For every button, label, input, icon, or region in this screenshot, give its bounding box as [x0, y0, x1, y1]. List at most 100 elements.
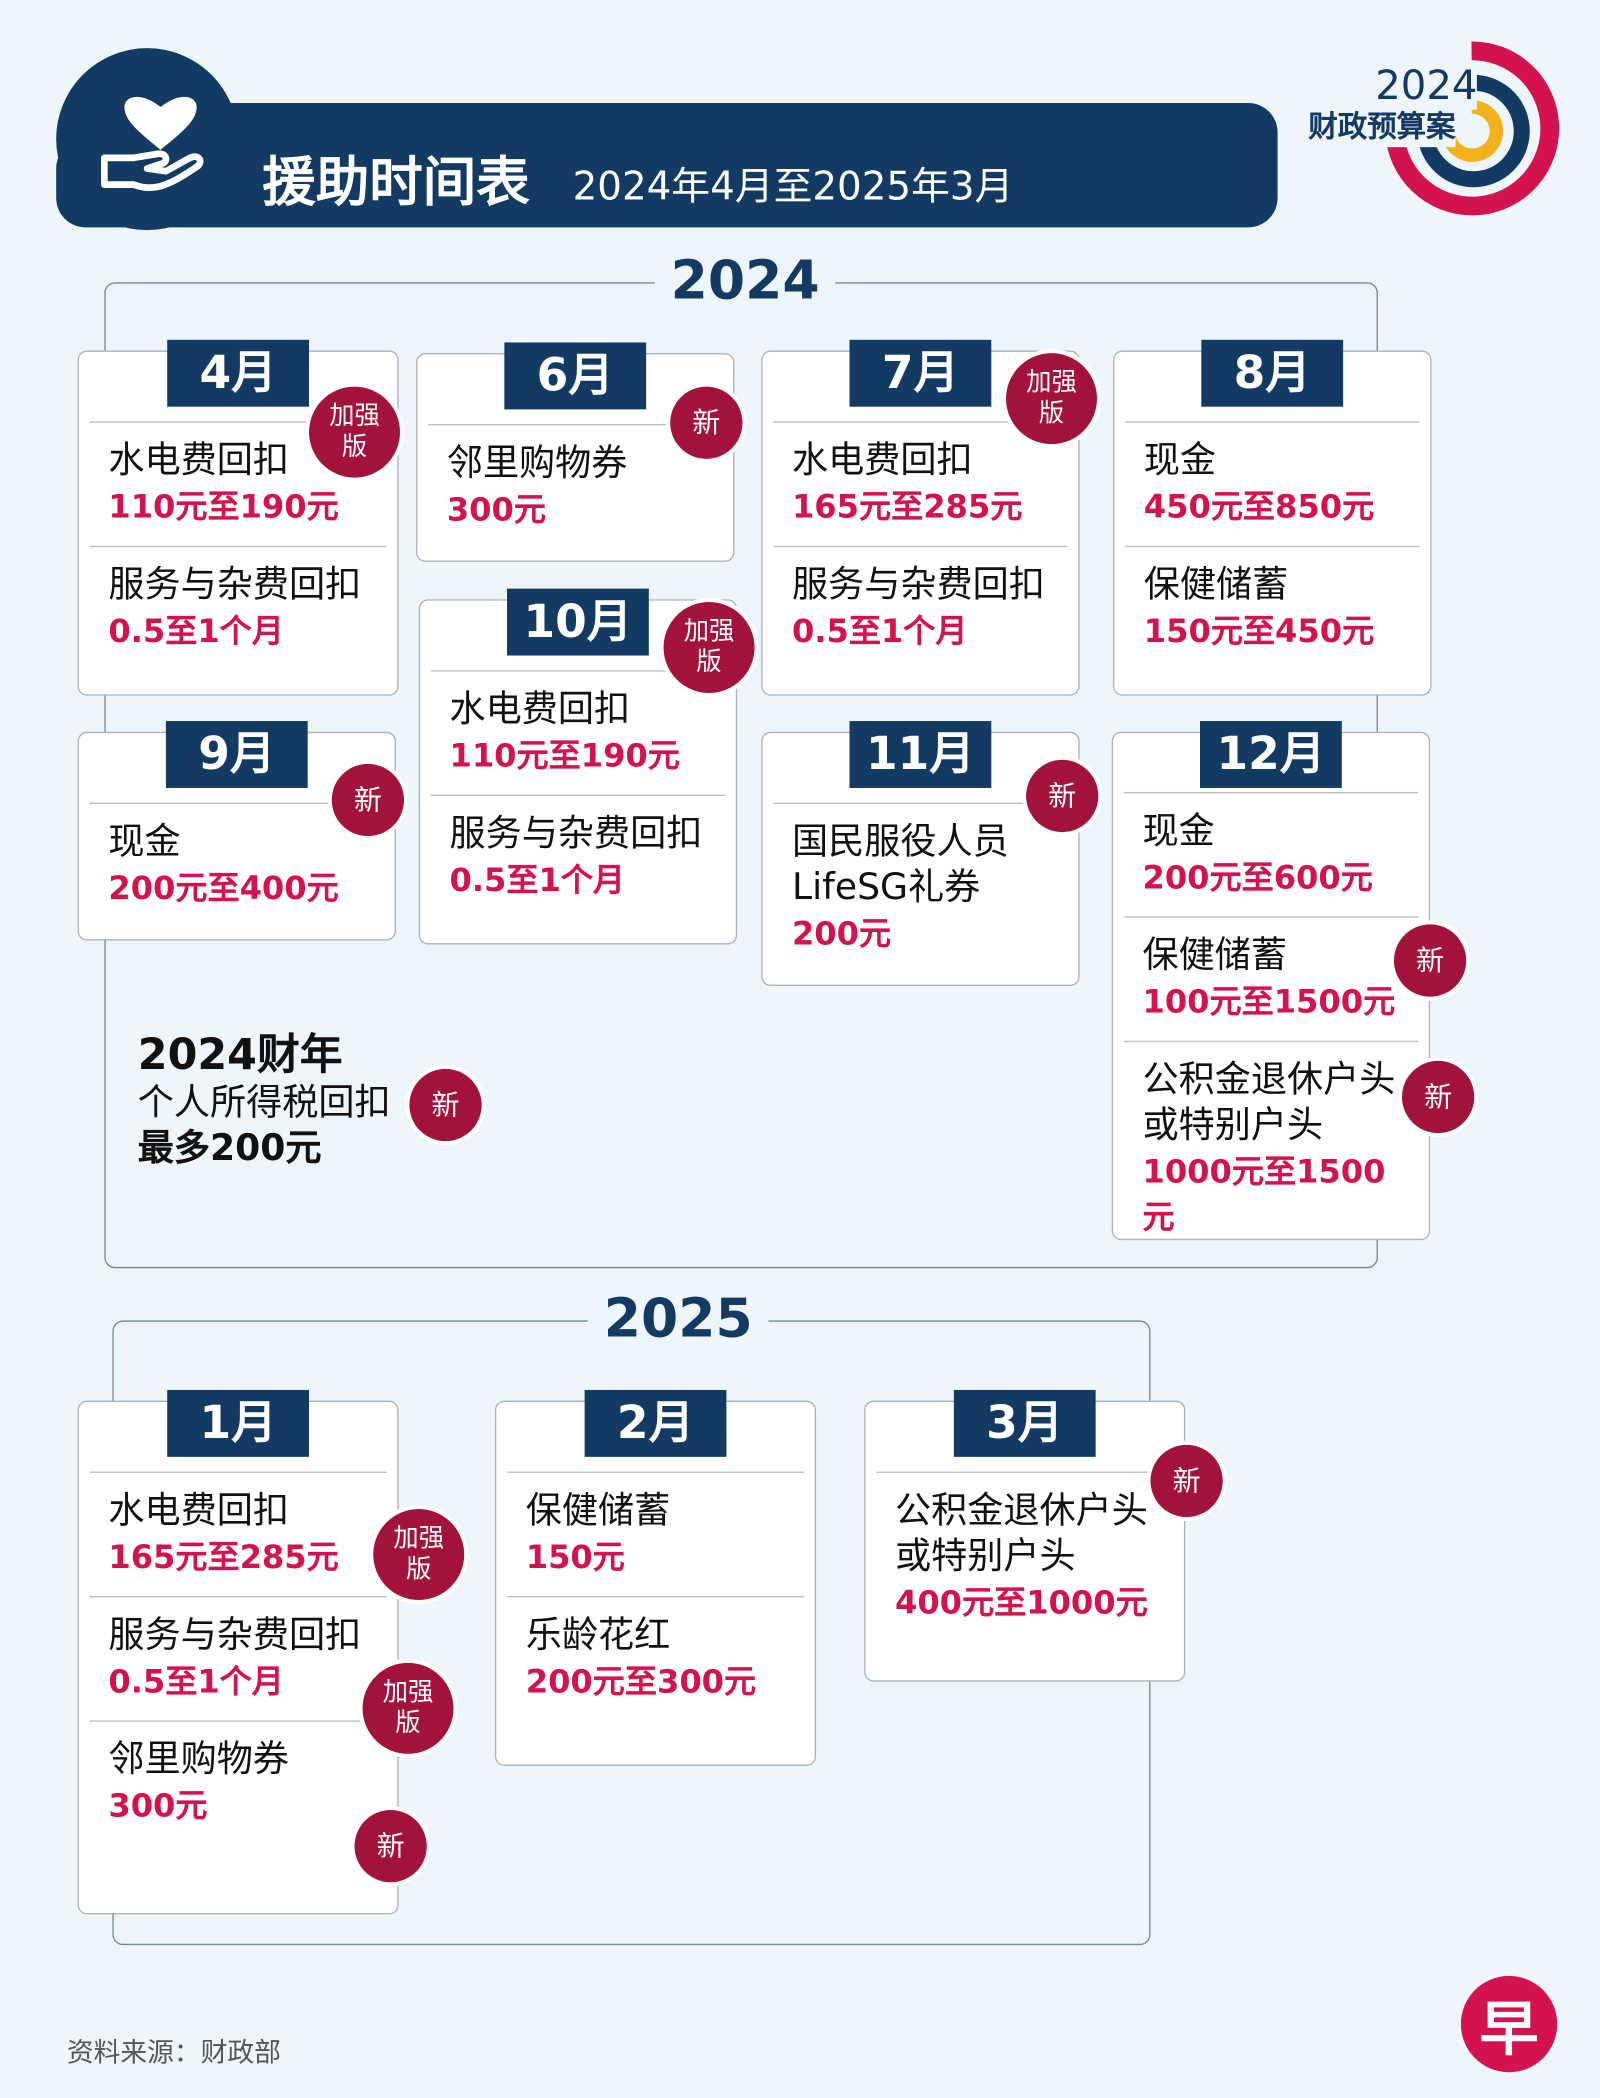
benefit-amount: 200元至300元 [525, 1662, 757, 1701]
benefit-amount: 450元至850元 [1143, 488, 1375, 526]
benefit-name: 服务与杂费回扣 [108, 1614, 362, 1657]
benefit-amount: 150元至450元 [1143, 612, 1375, 651]
badge: 新 [409, 1068, 482, 1142]
month-tab: 7月 [849, 339, 992, 407]
benefit-item: 公积金退休户头或特别户头 400元至1000元 [876, 1471, 1174, 1642]
benefit-item: 保健储蓄 150元 [507, 1471, 805, 1596]
benefit-item: 现金 450元至850元 [1125, 421, 1420, 545]
badge-text: 新 [1172, 1464, 1201, 1497]
badge-text: 新 [692, 406, 721, 439]
month-tab: 3月 [953, 1389, 1096, 1457]
benefit-name: 服务与杂费回扣 [791, 564, 1045, 607]
benefit-name: 现金 [108, 821, 181, 863]
badge-text: 新 [376, 1829, 405, 1862]
benefit-name: 邻里购物券 [108, 1739, 289, 1781]
benefit-item: 国民服役人员LifeSG礼券 200元 [773, 802, 1068, 973]
badge-text: 加强版 [382, 1677, 434, 1738]
month-tab: 8月 [1201, 339, 1344, 407]
month-tab: 10月 [507, 588, 649, 656]
benefit-amount: 150元 [525, 1538, 625, 1576]
badge-text: 加强版 [329, 401, 380, 462]
benefit-item: 服务与杂费回扣 0.5至1个月 [773, 545, 1068, 670]
benefit-item: 现金 200元至400元 [89, 802, 384, 927]
benefit-item: 邻里购物券 300元 [89, 1720, 387, 1844]
badge-text: 加强版 [1026, 367, 1077, 429]
benefit-amount: 0.5至1个月 [791, 612, 968, 651]
badge: 新 [1393, 924, 1467, 997]
benefit-amount: 100元至1500元 [1142, 983, 1396, 1021]
benefit-amount: 0.5至1个月 [108, 1662, 284, 1701]
badge: 加强版 [663, 602, 755, 693]
benefit-item: 保健储蓄 100元至1500元 [1123, 916, 1419, 1040]
benefit-name: 保健储蓄 [1142, 935, 1287, 977]
month-card: 8月现金 450元至850元保健储蓄 150元至450元 [1113, 339, 1432, 696]
tax-note: 2024财年 个人所得税回扣 最多200元 [138, 1027, 391, 1171]
month-card: 4月 水电费回扣 110元至190元 服务与杂费回扣 0.5至1个月 [77, 339, 399, 696]
month-card: 6月邻里购物券 300元 [416, 342, 735, 562]
benefit-name: 水电费回扣 [791, 440, 973, 482]
benefit-amount: 300元 [446, 490, 546, 529]
badge-text: 新 [353, 783, 382, 816]
benefit-item: 服务与杂费回扣 0.5至1个月 [430, 794, 726, 919]
benefit-name: 水电费回扣 [449, 688, 631, 731]
benefit-amount: 165元至285元 [791, 488, 1023, 526]
benefit-amount: 200元至400元 [108, 869, 339, 908]
badge-text: 新 [431, 1088, 460, 1121]
note-name: 个人所得税回扣 [137, 1082, 391, 1124]
note-title: 2024财年 [137, 1028, 343, 1080]
badge: 加强版 [1006, 353, 1097, 445]
benefit-amount: 300元 [108, 1787, 208, 1825]
month-card: 12月 现金 200元至600元 保健储蓄 100元至1500元 公积金退休户头或特别户头… [1111, 721, 1431, 1241]
badge-text: 加强版 [683, 616, 735, 677]
benefit-item: 公积金退休户头或特别户头 1000元至1500元 [1123, 1040, 1419, 1256]
badge: 新 [354, 1810, 427, 1883]
benefit-name: 公积金退休户头或特别户头 [894, 1490, 1148, 1578]
badge: 新 [1402, 1060, 1475, 1134]
benefit-name: 水电费回扣 [108, 440, 289, 482]
month-tab: 6月 [504, 342, 647, 410]
month-card: 7月水电费回扣 165元至285元服务与杂费回扣 0.5至1个月 [761, 339, 1080, 696]
badge: 新 [670, 386, 743, 459]
month-tab: 2月 [584, 1389, 727, 1457]
benefit-item: 邻里购物券 300元 [428, 424, 723, 548]
brand: 早 [1460, 1975, 1558, 2073]
badge: 加强版 [362, 1662, 454, 1754]
month-card: 2月保健储蓄 150元乐龄花红 200元至300元 [494, 1389, 817, 1766]
badge: 新 [1026, 759, 1099, 833]
note-amount: 最多200元 [137, 1127, 322, 1170]
benefit-amount: 0.5至1个月 [108, 612, 284, 651]
benefit-amount: 0.5至1个月 [449, 861, 626, 899]
benefit-item: 水电费回扣 165元至285元 [773, 421, 1068, 545]
section-year: 2025 [587, 1288, 769, 1350]
badge: 加强版 [373, 1509, 465, 1600]
benefit-amount: 400元至1000元 [894, 1583, 1148, 1622]
benefit-amount: 110元至190元 [108, 488, 339, 526]
benefit-name: 服务与杂费回扣 [108, 564, 362, 607]
benefit-name: 服务与杂费回扣 [449, 813, 703, 855]
benefit-amount: 200元 [791, 915, 892, 953]
benefit-name: 公积金退休户头或特别户头 [1142, 1059, 1396, 1147]
benefit-item: 服务与杂费回扣 0.5至1个月 [89, 545, 387, 670]
month-card: 10月水电费回扣 110元至190元服务与杂费回扣 0.5至1个月 [418, 588, 738, 945]
badge: 新 [331, 763, 405, 837]
benefit-name: 乐龄花红 [525, 1614, 671, 1657]
benefit-item: 乐龄花红 200元至300元 [507, 1595, 805, 1720]
benefit-name: 现金 [1142, 810, 1215, 853]
logo-year: 2024 [1375, 62, 1478, 110]
benefit-amount: 110元至190元 [449, 737, 680, 775]
month-card: 11月国民服役人员LifeSG礼券 200元 [761, 721, 1080, 986]
title: 援助时间表 [262, 152, 530, 215]
benefit-name: 水电费回扣 [108, 1490, 289, 1532]
month-tab: 9月 [165, 721, 308, 788]
benefit-name: 保健储蓄 [525, 1490, 671, 1532]
badge-text: 新 [1416, 943, 1445, 976]
benefit-amount: 165元至285元 [108, 1538, 339, 1576]
badge-text: 新 [1424, 1080, 1453, 1113]
benefit-item: 现金 200元至600元 [1123, 791, 1419, 916]
benefit-item: 保健储蓄 150元至450元 [1125, 545, 1420, 670]
month-tab: 11月 [849, 721, 992, 788]
benefit-name: 现金 [1143, 440, 1217, 482]
subtitle: 2024年4月至2025年3月 [572, 163, 1014, 209]
month-card: 1月 水电费回扣 165元至285元 服务与杂费回扣 0.5至1个月 邻里购物券 300元 [77, 1389, 399, 1915]
